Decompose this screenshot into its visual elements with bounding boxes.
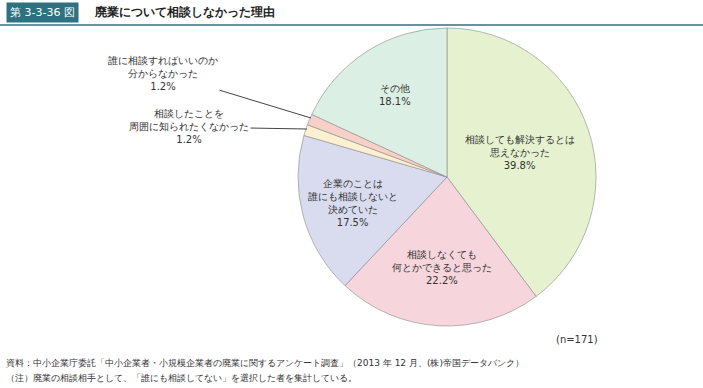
- svg-text:相談したことを周囲に知られたくなかった1.2%: 相談したことを周囲に知られたくなかった1.2%: [129, 108, 249, 145]
- svg-text:廃業について相談しなかった理由: 廃業について相談しなかった理由: [94, 5, 275, 19]
- svg-text:（注）廃業の相談相手として、「誰にも相談してない」を選択した: （注）廃業の相談相手として、「誰にも相談してない」を選択した者を集計している。: [6, 373, 357, 383]
- svg-text:第 3-3-36 図: 第 3-3-36 図: [10, 6, 75, 19]
- svg-text:誰に相談すればいいのか分からなかった1.2%: 誰に相談すればいいのか分からなかった1.2%: [108, 55, 218, 92]
- svg-text:資料：中小企業庁委託「中小企業者・小規模企業者の廃業に関する: 資料：中小企業庁委託「中小企業者・小規模企業者の廃業に関するアンケート調査」（2…: [6, 358, 524, 368]
- svg-text:企業のことは誰にも相談しないと決めていた17.5%: 企業のことは誰にも相談しないと決めていた17.5%: [308, 178, 398, 228]
- svg-text:相談しなくても何とかできると思った22.2%: 相談しなくても何とかできると思った22.2%: [392, 249, 492, 286]
- svg-text:(n=171): (n=171): [556, 334, 598, 345]
- svg-text:その他18.1%: その他18.1%: [379, 83, 411, 107]
- svg-text:相談しても解決するとは思えなかった39.8%: 相談しても解決するとは思えなかった39.8%: [465, 134, 575, 171]
